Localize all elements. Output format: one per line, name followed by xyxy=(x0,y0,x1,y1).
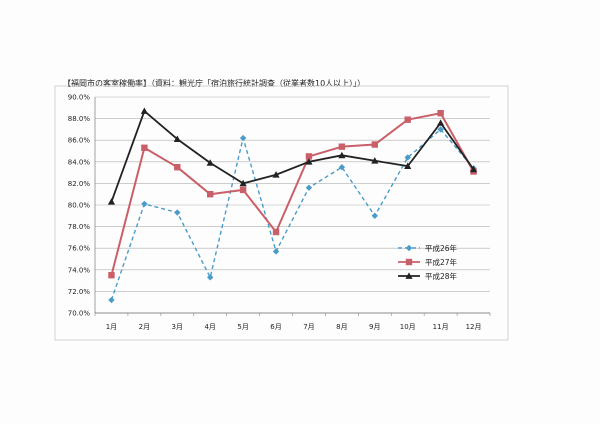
data-point xyxy=(305,184,313,191)
data-point xyxy=(469,165,478,173)
data-point xyxy=(305,153,313,160)
x-tick-label: 11月 xyxy=(433,323,449,331)
data-point xyxy=(207,274,214,281)
x-tick-label: 9月 xyxy=(369,323,380,331)
data-point xyxy=(108,296,115,304)
x-tick-label: 5月 xyxy=(237,323,248,331)
data-point xyxy=(338,164,346,171)
data-point xyxy=(206,159,214,166)
series-line-1 xyxy=(110,128,475,301)
data-point xyxy=(437,119,445,126)
series-line-2 xyxy=(110,112,475,276)
x-tick-label: 3月 xyxy=(172,323,183,331)
x-tick-label: 7月 xyxy=(303,323,314,331)
data-point xyxy=(239,186,247,194)
data-point xyxy=(272,228,280,236)
y-tick-label: 80.0% xyxy=(68,202,91,210)
data-point xyxy=(437,110,444,117)
data-point xyxy=(338,143,346,150)
x-tick-label: 1月 xyxy=(106,323,117,331)
data-point xyxy=(239,179,247,187)
y-tick-label: 84.0% xyxy=(68,158,91,166)
data-point xyxy=(174,209,181,216)
x-tick-label: 4月 xyxy=(204,323,215,331)
x-tick-label: 8月 xyxy=(336,323,347,331)
data-point xyxy=(140,107,148,114)
y-tick-label: 82.0% xyxy=(68,180,91,188)
data-point xyxy=(207,191,214,198)
data-point xyxy=(272,248,280,255)
legend-label: 平成28年 xyxy=(425,271,458,281)
x-tick-label: 6月 xyxy=(270,323,281,331)
data-point xyxy=(371,157,379,164)
chart-title: 【福岡市の客室稼働率】（資料：観光庁「宿泊旅行統計調査（従業者数10人以上）」） xyxy=(63,79,366,88)
legend-label: 平成26年 xyxy=(425,243,458,253)
data-point xyxy=(404,154,411,161)
data-point xyxy=(404,162,412,169)
series-line-3 xyxy=(110,110,475,203)
y-tick-label: 76.0% xyxy=(68,245,91,253)
legend-label: 平成27年 xyxy=(425,257,458,267)
legend-marker xyxy=(405,272,413,279)
data-point xyxy=(338,151,346,159)
chart-frame xyxy=(54,85,509,341)
legend-marker xyxy=(405,244,413,252)
data-point xyxy=(371,141,378,148)
data-point xyxy=(305,158,313,165)
data-point xyxy=(404,116,411,123)
y-tick-label: 70.0% xyxy=(68,310,91,318)
data-point xyxy=(141,144,148,151)
y-tick-label: 74.0% xyxy=(68,266,91,274)
data-point xyxy=(141,200,148,208)
y-tick-label: 90.0% xyxy=(68,94,91,102)
y-tick-label: 86.0% xyxy=(68,137,91,145)
data-point xyxy=(239,134,247,142)
y-tick-label: 78.0% xyxy=(68,223,91,231)
x-tick-label: 10月 xyxy=(400,323,416,331)
x-tick-label: 2月 xyxy=(139,323,150,331)
data-point xyxy=(437,126,444,133)
data-point xyxy=(371,212,378,219)
data-point xyxy=(107,198,116,205)
data-point xyxy=(272,171,280,178)
data-point xyxy=(108,272,115,279)
data-point xyxy=(174,164,181,171)
y-tick-label: 88.0% xyxy=(68,115,91,123)
x-tick-label: 12月 xyxy=(466,323,482,331)
data-point xyxy=(173,135,181,142)
legend-marker xyxy=(405,258,413,266)
y-tick-label: 72.0% xyxy=(68,288,91,296)
